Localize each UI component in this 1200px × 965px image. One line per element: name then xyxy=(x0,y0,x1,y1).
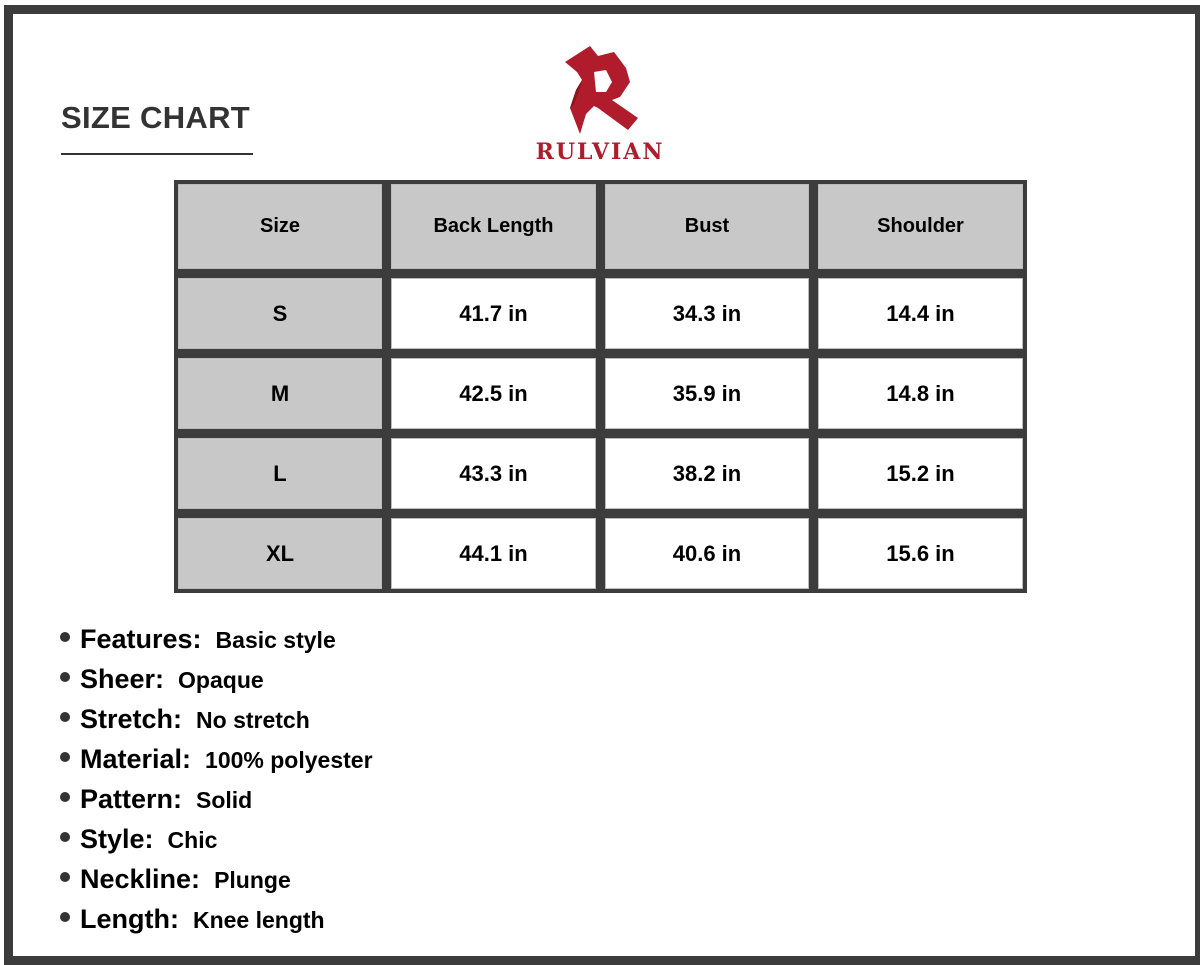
size-label-cell: S xyxy=(178,278,382,349)
feature-item: Neckline: Plunge xyxy=(60,864,373,904)
size-table: Size Back Length Bust Shoulder S 41.7 in 34.3 … xyxy=(174,180,1027,593)
brand-name: RULVIAN xyxy=(535,139,665,165)
feature-item: Sheer: Opaque xyxy=(60,664,373,704)
feature-item: Stretch: No stretch xyxy=(60,704,373,744)
table-cell: 35.9 in xyxy=(605,358,809,429)
bullet-icon xyxy=(60,872,70,882)
feature-item: Pattern: Solid xyxy=(60,784,373,824)
feature-value: Chic xyxy=(167,827,218,853)
table-cell: 15.2 in xyxy=(818,438,1023,509)
bullet-icon xyxy=(60,752,70,762)
page-title: SIZE CHART xyxy=(61,100,250,135)
feature-label: Material: xyxy=(80,744,192,774)
feature-item: Style: Chic xyxy=(60,824,373,864)
feature-value: Opaque xyxy=(178,667,264,693)
feature-label: Pattern: xyxy=(80,784,183,814)
table-header-cell: Bust xyxy=(605,184,809,269)
table-cell: 41.7 in xyxy=(391,278,596,349)
table-cell: 34.3 in xyxy=(605,278,809,349)
table-cell: 43.3 in xyxy=(391,438,596,509)
bullet-icon xyxy=(60,912,70,922)
table-cell: 42.5 in xyxy=(391,358,596,429)
table-cell: 38.2 in xyxy=(605,438,809,509)
table-header-cell: Back Length xyxy=(391,184,596,269)
table-cell: 15.6 in xyxy=(818,518,1023,589)
size-label-cell: XL xyxy=(178,518,382,589)
feature-value: No stretch xyxy=(196,707,310,733)
bullet-icon xyxy=(60,712,70,722)
table-cell: 40.6 in xyxy=(605,518,809,589)
feature-value: Plunge xyxy=(214,867,291,893)
brand-logo: RULVIAN xyxy=(520,42,680,166)
bullet-icon xyxy=(60,632,70,642)
feature-list: Features: Basic style Sheer: Opaque Stretch:… xyxy=(60,624,373,944)
feature-value: Basic style xyxy=(215,627,336,653)
feature-item: Features: Basic style xyxy=(60,624,373,664)
table-cell: 14.4 in xyxy=(818,278,1023,349)
table-cell: 44.1 in xyxy=(391,518,596,589)
size-label-cell: M xyxy=(178,358,382,429)
table-header-cell: Size xyxy=(178,184,382,269)
feature-label: Stretch: xyxy=(80,704,183,734)
title-underline xyxy=(61,153,253,155)
size-label-cell: L xyxy=(178,438,382,509)
feature-item: Material: 100% polyester xyxy=(60,744,373,784)
feature-label: Style: xyxy=(80,824,154,854)
bullet-icon xyxy=(60,672,70,682)
feature-label: Features: xyxy=(80,624,202,654)
feature-label: Neckline: xyxy=(80,864,201,894)
feature-value: 100% polyester xyxy=(205,747,373,773)
feature-value: Solid xyxy=(196,787,253,813)
table-cell: 14.8 in xyxy=(818,358,1023,429)
feature-label: Sheer: xyxy=(80,664,165,694)
feature-label: Length: xyxy=(80,904,179,934)
bullet-icon xyxy=(60,792,70,802)
brand-r-icon xyxy=(565,46,638,134)
feature-item: Length: Knee length xyxy=(60,904,373,944)
table-header-cell: Shoulder xyxy=(818,184,1023,269)
feature-value: Knee length xyxy=(192,907,325,933)
bullet-icon xyxy=(60,832,70,842)
